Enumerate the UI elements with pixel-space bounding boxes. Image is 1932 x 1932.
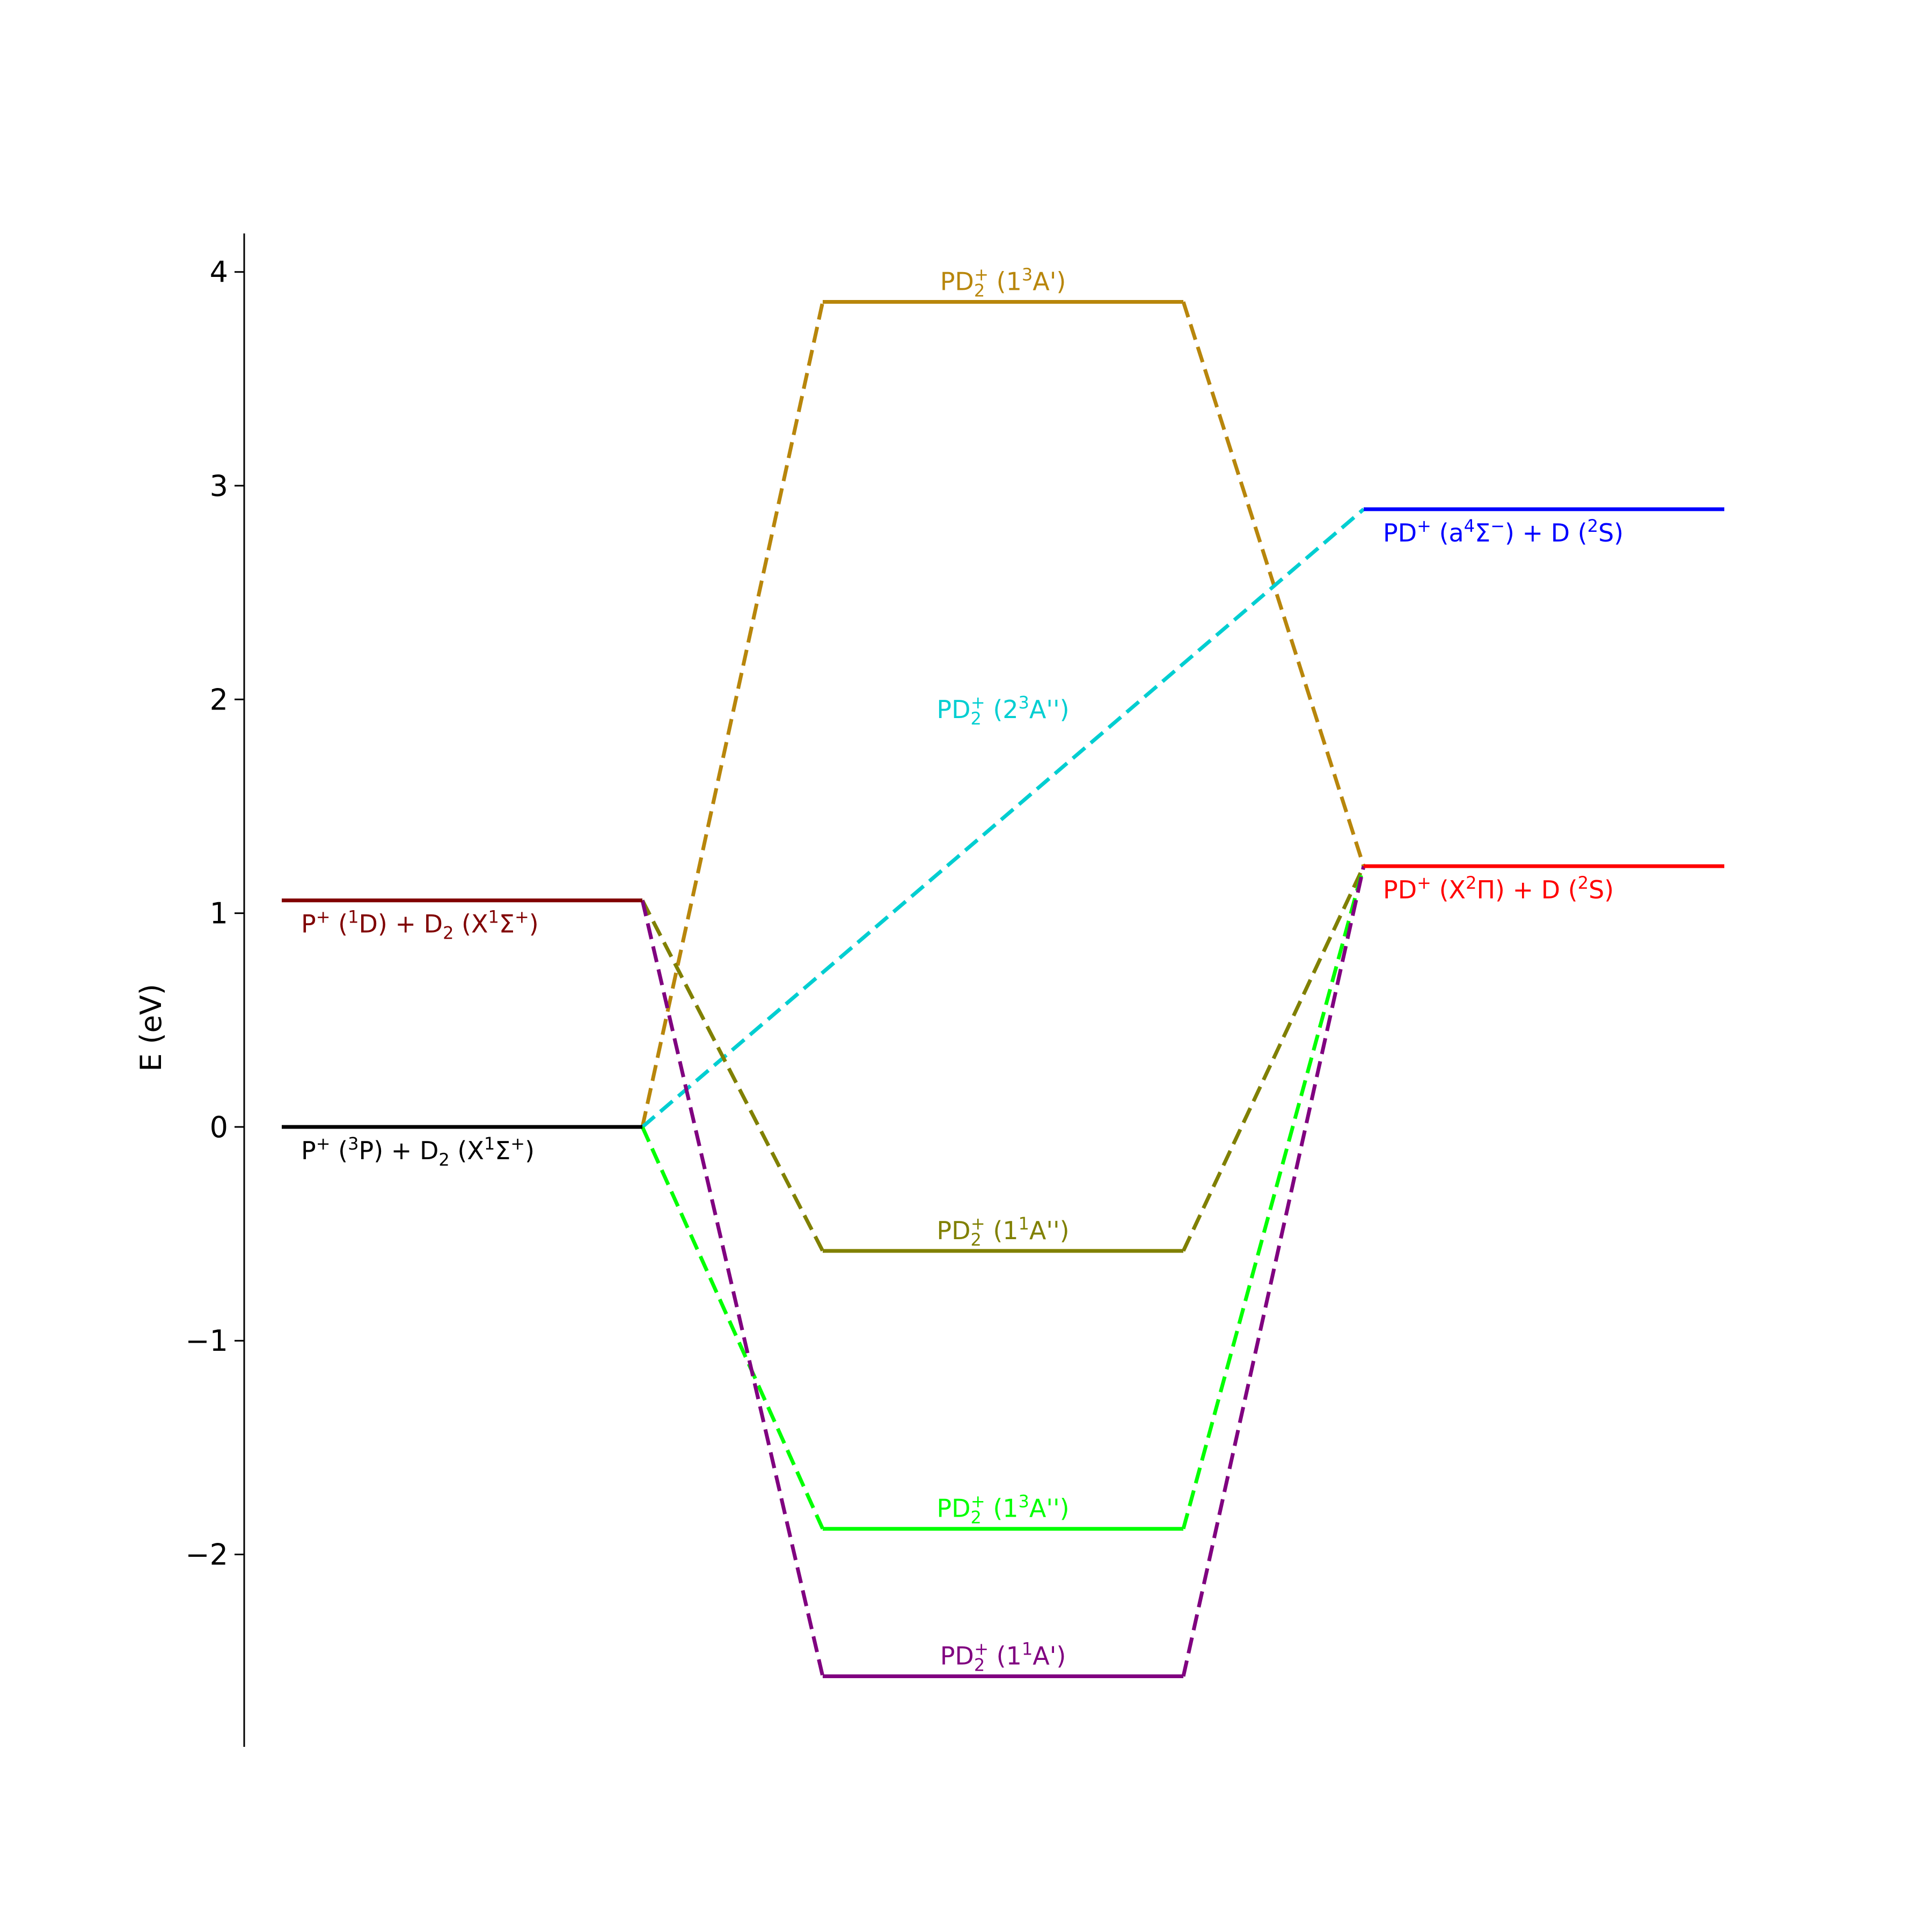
y-tick-label: 1 bbox=[210, 897, 228, 931]
level-labels: P+ (3P) + D2 (X1Σ+) P+ (1D) + D2 (X1Σ+) PD… bbox=[301, 264, 1623, 1675]
connection-line bbox=[1181, 866, 1366, 1529]
connection-line bbox=[640, 899, 825, 1677]
level-label-pa4: PD+ (a4Σ−) + D (2S) bbox=[1383, 516, 1623, 547]
level-label-p3p: P+ (3P) + D2 (X1Σ+) bbox=[301, 1133, 535, 1170]
level-label-i13ap: PD2+ (13A') bbox=[940, 264, 1066, 301]
y-axis: 4 3 2 1 0 −1 −2 bbox=[185, 233, 245, 1747]
connection-line bbox=[640, 301, 825, 1128]
y-tick-label: 3 bbox=[210, 469, 228, 503]
y-tick-label: −2 bbox=[185, 1538, 228, 1572]
level-label-i11app: PD2+ (11A'') bbox=[936, 1213, 1069, 1250]
level-label-i11ap: PD2+ (11A') bbox=[940, 1639, 1066, 1675]
level-label-px2: PD+ (X2Π) + D (2S) bbox=[1383, 873, 1614, 904]
energy-levels bbox=[282, 299, 1724, 1679]
level-label-p1d: P+ (1D) + D2 (X1Σ+) bbox=[301, 907, 539, 943]
y-tick-label: 2 bbox=[210, 683, 228, 716]
connection-lines bbox=[640, 301, 1366, 1677]
y-axis-label: E (eV) bbox=[134, 984, 168, 1072]
connection-line bbox=[1181, 865, 1366, 1252]
connection-line bbox=[640, 1126, 825, 1530]
y-tick-label: 4 bbox=[210, 255, 228, 289]
connection-line bbox=[640, 899, 825, 1252]
y-tick-label: 0 bbox=[210, 1110, 228, 1144]
connection-line bbox=[1181, 866, 1366, 1677]
y-tick-label: −1 bbox=[185, 1324, 228, 1358]
level-label-i13app: PD2+ (13A'') bbox=[936, 1491, 1069, 1528]
connection-line bbox=[641, 508, 1365, 1129]
level-label-i23app: PD2+ (23A'') bbox=[936, 692, 1069, 729]
